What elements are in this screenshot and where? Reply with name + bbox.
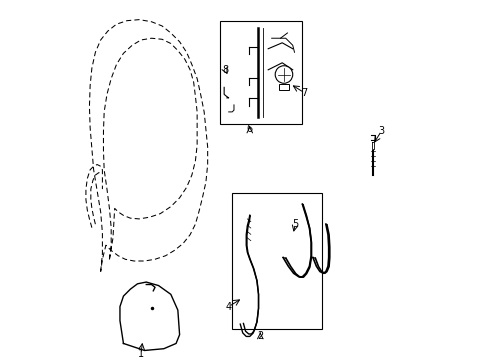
Circle shape [275,66,292,83]
Text: 1: 1 [138,349,144,359]
Text: 6: 6 [246,125,252,134]
Text: 3: 3 [378,126,384,136]
Text: 2: 2 [257,332,263,341]
Text: 4: 4 [225,302,231,312]
Bar [220,21,302,124]
Text: 8: 8 [222,65,228,75]
Text: 7: 7 [301,87,306,98]
Text: 5: 5 [292,219,298,229]
Bar [232,193,321,329]
Bar [278,84,288,90]
